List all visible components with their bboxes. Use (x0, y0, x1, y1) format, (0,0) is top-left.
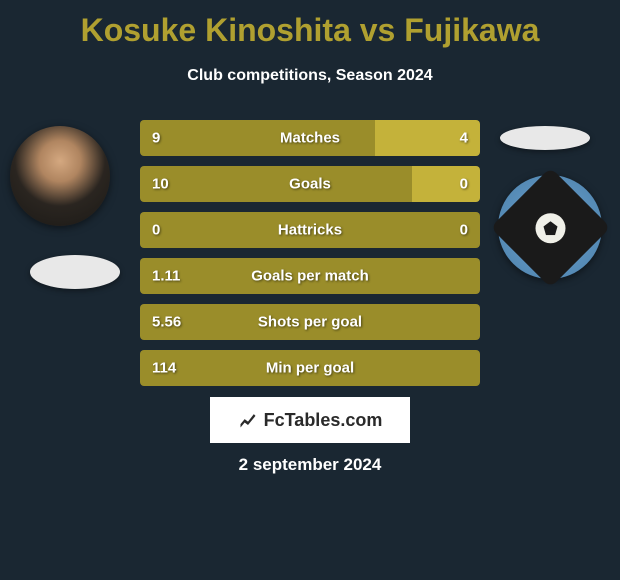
stat-value-right: 0 (460, 222, 468, 239)
stat-row: Goals per match1.11 (140, 258, 480, 294)
page-title: Kosuke Kinoshita vs Fujikawa (0, 0, 620, 49)
subtitle: Club competitions, Season 2024 (0, 67, 620, 85)
stat-value-right: 4 (460, 130, 468, 147)
stat-value-left: 5.56 (152, 314, 181, 331)
team-logo-right (498, 175, 602, 279)
team-badge-left (30, 255, 120, 289)
stat-row: Min per goal114 (140, 350, 480, 386)
stat-label: Shots per goal (140, 314, 480, 331)
stat-row: Matches9 4 (140, 120, 480, 156)
stat-label: Goals per match (140, 268, 480, 285)
stat-value-left: 114 (152, 360, 176, 377)
stats-bars: Matches94Goals100Hattricks00Goals per ma… (140, 120, 480, 396)
chart-icon (238, 410, 258, 430)
stat-label: Goals (140, 176, 480, 193)
team-badge-right-top (500, 126, 590, 150)
stat-value-left: 9 (152, 130, 160, 147)
stat-value-right: 0 (460, 176, 468, 193)
stat-row: Shots per goal5.56 (140, 304, 480, 340)
stat-value-left: 1.11 (152, 268, 180, 285)
stat-label: Hattricks (140, 222, 480, 239)
brand-text: FcTables.com (264, 410, 383, 431)
stat-value-left: 10 (152, 176, 169, 193)
stat-row: Hattricks0 0 (140, 212, 480, 248)
brand-logo: FcTables.com (210, 397, 410, 443)
player-left-photo (10, 126, 110, 226)
stat-label: Matches (140, 130, 480, 147)
stat-value-left: 0 (152, 222, 160, 239)
date-label: 2 september 2024 (0, 455, 620, 475)
stat-label: Min per goal (140, 360, 480, 377)
stat-row: Goals10 0 (140, 166, 480, 202)
